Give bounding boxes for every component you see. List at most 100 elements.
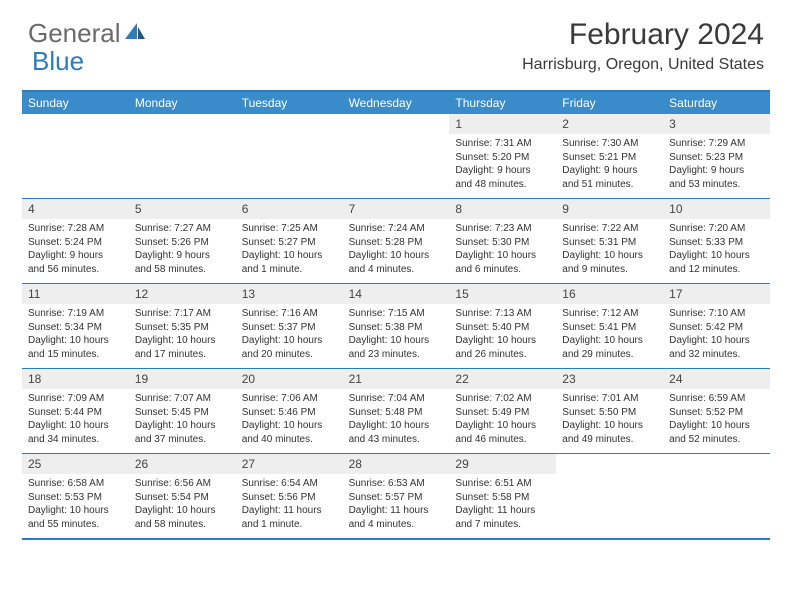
- day-text: Sunrise: 7:28 AMSunset: 5:24 PMDaylight:…: [22, 219, 129, 280]
- calendar-cell: 22Sunrise: 7:02 AMSunset: 5:49 PMDayligh…: [449, 369, 556, 453]
- weekday-header: Monday: [129, 92, 236, 114]
- daylight2-line: and 56 minutes.: [28, 263, 123, 277]
- daylight1-line: Daylight: 9 hours: [669, 164, 764, 178]
- daylight2-line: and 49 minutes.: [562, 433, 657, 447]
- sunrise-line: Sunrise: 7:16 AM: [242, 307, 337, 321]
- calendar-cell: 9Sunrise: 7:22 AMSunset: 5:31 PMDaylight…: [556, 199, 663, 283]
- day-number: 8: [449, 199, 556, 219]
- daylight2-line: and 7 minutes.: [455, 518, 550, 532]
- day-text: Sunrise: 7:30 AMSunset: 5:21 PMDaylight:…: [556, 134, 663, 195]
- sunset-line: Sunset: 5:53 PM: [28, 491, 123, 505]
- day-number: 29: [449, 454, 556, 474]
- sunset-line: Sunset: 5:33 PM: [669, 236, 764, 250]
- sunrise-line: Sunrise: 7:10 AM: [669, 307, 764, 321]
- calendar-cell: 28Sunrise: 6:53 AMSunset: 5:57 PMDayligh…: [343, 454, 450, 538]
- daylight2-line: and 40 minutes.: [242, 433, 337, 447]
- day-number: 17: [663, 284, 770, 304]
- logo-text-general: General: [28, 18, 121, 49]
- calendar-cell: 7Sunrise: 7:24 AMSunset: 5:28 PMDaylight…: [343, 199, 450, 283]
- calendar-cell: 26Sunrise: 6:56 AMSunset: 5:54 PMDayligh…: [129, 454, 236, 538]
- daylight1-line: Daylight: 10 hours: [135, 334, 230, 348]
- sunrise-line: Sunrise: 6:58 AM: [28, 477, 123, 491]
- daylight1-line: Daylight: 11 hours: [455, 504, 550, 518]
- weekday-header: Sunday: [22, 92, 129, 114]
- calendar-cell: 11Sunrise: 7:19 AMSunset: 5:34 PMDayligh…: [22, 284, 129, 368]
- sunrise-line: Sunrise: 7:15 AM: [349, 307, 444, 321]
- sunset-line: Sunset: 5:44 PM: [28, 406, 123, 420]
- sunrise-line: Sunrise: 7:29 AM: [669, 137, 764, 151]
- calendar-cell: 16Sunrise: 7:12 AMSunset: 5:41 PMDayligh…: [556, 284, 663, 368]
- calendar-cell: [22, 114, 129, 198]
- day-text: Sunrise: 7:07 AMSunset: 5:45 PMDaylight:…: [129, 389, 236, 450]
- calendar-cell: 4Sunrise: 7:28 AMSunset: 5:24 PMDaylight…: [22, 199, 129, 283]
- calendar-cell: [343, 114, 450, 198]
- sunrise-line: Sunrise: 6:53 AM: [349, 477, 444, 491]
- calendar-cell: 8Sunrise: 7:23 AMSunset: 5:30 PMDaylight…: [449, 199, 556, 283]
- daylight1-line: Daylight: 10 hours: [349, 334, 444, 348]
- sunset-line: Sunset: 5:41 PM: [562, 321, 657, 335]
- daylight1-line: Daylight: 11 hours: [349, 504, 444, 518]
- sunset-line: Sunset: 5:56 PM: [242, 491, 337, 505]
- day-text: Sunrise: 7:13 AMSunset: 5:40 PMDaylight:…: [449, 304, 556, 365]
- day-number: 24: [663, 369, 770, 389]
- title-block: February 2024 Harrisburg, Oregon, United…: [522, 18, 764, 74]
- daylight2-line: and 32 minutes.: [669, 348, 764, 362]
- calendar-cell: 13Sunrise: 7:16 AMSunset: 5:37 PMDayligh…: [236, 284, 343, 368]
- day-text: Sunrise: 7:25 AMSunset: 5:27 PMDaylight:…: [236, 219, 343, 280]
- calendar-cell: 20Sunrise: 7:06 AMSunset: 5:46 PMDayligh…: [236, 369, 343, 453]
- daylight2-line: and 34 minutes.: [28, 433, 123, 447]
- weekday-header-row: SundayMondayTuesdayWednesdayThursdayFrid…: [22, 92, 770, 114]
- calendar-cell: 25Sunrise: 6:58 AMSunset: 5:53 PMDayligh…: [22, 454, 129, 538]
- daylight1-line: Daylight: 9 hours: [562, 164, 657, 178]
- daylight1-line: Daylight: 10 hours: [669, 419, 764, 433]
- logo: General: [28, 18, 147, 49]
- calendar-cell: 21Sunrise: 7:04 AMSunset: 5:48 PMDayligh…: [343, 369, 450, 453]
- sunrise-line: Sunrise: 6:54 AM: [242, 477, 337, 491]
- sunset-line: Sunset: 5:23 PM: [669, 151, 764, 165]
- daylight1-line: Daylight: 10 hours: [562, 249, 657, 263]
- location: Harrisburg, Oregon, United States: [522, 56, 764, 74]
- daylight2-line: and 12 minutes.: [669, 263, 764, 277]
- daylight1-line: Daylight: 9 hours: [455, 164, 550, 178]
- day-number: 28: [343, 454, 450, 474]
- sunrise-line: Sunrise: 7:20 AM: [669, 222, 764, 236]
- daylight1-line: Daylight: 10 hours: [669, 249, 764, 263]
- day-text: Sunrise: 6:59 AMSunset: 5:52 PMDaylight:…: [663, 389, 770, 450]
- sunset-line: Sunset: 5:21 PM: [562, 151, 657, 165]
- day-text: Sunrise: 6:51 AMSunset: 5:58 PMDaylight:…: [449, 474, 556, 535]
- daylight1-line: Daylight: 10 hours: [135, 504, 230, 518]
- calendar-cell: 19Sunrise: 7:07 AMSunset: 5:45 PMDayligh…: [129, 369, 236, 453]
- calendar-week: 11Sunrise: 7:19 AMSunset: 5:34 PMDayligh…: [22, 284, 770, 369]
- sunset-line: Sunset: 5:50 PM: [562, 406, 657, 420]
- sunrise-line: Sunrise: 7:04 AM: [349, 392, 444, 406]
- daylight1-line: Daylight: 9 hours: [28, 249, 123, 263]
- day-number: 7: [343, 199, 450, 219]
- sunset-line: Sunset: 5:20 PM: [455, 151, 550, 165]
- day-number: 18: [22, 369, 129, 389]
- sunrise-line: Sunrise: 7:17 AM: [135, 307, 230, 321]
- daylight1-line: Daylight: 10 hours: [242, 249, 337, 263]
- day-text: Sunrise: 7:06 AMSunset: 5:46 PMDaylight:…: [236, 389, 343, 450]
- calendar-week: 4Sunrise: 7:28 AMSunset: 5:24 PMDaylight…: [22, 199, 770, 284]
- day-text: Sunrise: 7:23 AMSunset: 5:30 PMDaylight:…: [449, 219, 556, 280]
- calendar-cell: 24Sunrise: 6:59 AMSunset: 5:52 PMDayligh…: [663, 369, 770, 453]
- daylight2-line: and 23 minutes.: [349, 348, 444, 362]
- daylight1-line: Daylight: 10 hours: [455, 334, 550, 348]
- day-text: Sunrise: 6:58 AMSunset: 5:53 PMDaylight:…: [22, 474, 129, 535]
- daylight2-line: and 46 minutes.: [455, 433, 550, 447]
- day-number: 25: [22, 454, 129, 474]
- sunset-line: Sunset: 5:49 PM: [455, 406, 550, 420]
- daylight1-line: Daylight: 10 hours: [135, 419, 230, 433]
- daylight2-line: and 58 minutes.: [135, 263, 230, 277]
- daylight1-line: Daylight: 10 hours: [242, 334, 337, 348]
- sunset-line: Sunset: 5:46 PM: [242, 406, 337, 420]
- day-number: 1: [449, 114, 556, 134]
- calendar-cell: [236, 114, 343, 198]
- sunrise-line: Sunrise: 7:12 AM: [562, 307, 657, 321]
- daylight1-line: Daylight: 11 hours: [242, 504, 337, 518]
- sunrise-line: Sunrise: 7:31 AM: [455, 137, 550, 151]
- sunset-line: Sunset: 5:34 PM: [28, 321, 123, 335]
- day-number: 13: [236, 284, 343, 304]
- sunset-line: Sunset: 5:54 PM: [135, 491, 230, 505]
- calendar-cell: 3Sunrise: 7:29 AMSunset: 5:23 PMDaylight…: [663, 114, 770, 198]
